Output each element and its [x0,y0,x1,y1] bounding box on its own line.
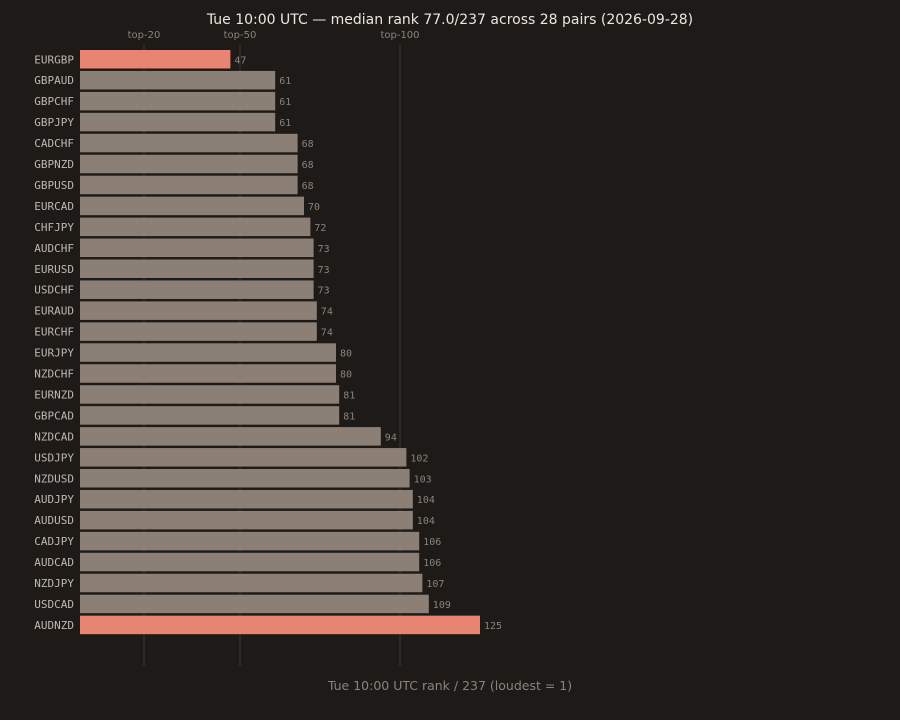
category-label-GBPNZD: GBPNZD [34,158,74,171]
value-label-USDCAD: 109 [433,600,451,611]
category-label-EURAUD: EURAUD [34,305,74,318]
bar-GBPCHF [80,91,276,111]
category-label-EURJPY: EURJPY [34,347,74,360]
value-label-CADJPY: 106 [423,537,441,548]
category-label-USDCAD: USDCAD [34,598,74,611]
value-label-USDJPY: 102 [410,453,428,464]
category-label-USDJPY: USDJPY [34,451,74,464]
bar-NZDJPY [80,573,423,593]
bar-CADCHF [80,133,298,153]
value-label-EURJPY: 80 [340,349,352,360]
category-label-GBPAUD: GBPAUD [34,74,74,87]
value-label-NZDUSD: 103 [414,474,432,485]
bar-NZDCHF [80,364,336,383]
value-label-AUDUSD: 104 [417,516,435,527]
category-label-GBPCAD: GBPCAD [34,409,74,422]
category-label-NZDJPY: NZDJPY [34,577,74,590]
bar-AUDJPY [80,489,413,509]
category-label-AUDNZD: AUDNZD [34,619,74,632]
category-label-GBPCHF: GBPCHF [34,95,74,108]
value-label-AUDNZD: 125 [484,621,502,632]
category-label-GBPUSD: GBPUSD [34,179,74,192]
bar-EURUSD [80,259,314,278]
bar-AUDUSD [80,510,413,530]
category-label-CADCHF: CADCHF [34,137,74,150]
bar-USDJPY [80,448,407,467]
bar-USDCAD [80,594,429,614]
bar-AUDNZD [80,615,480,635]
bar-EURCAD [80,196,304,216]
value-label-CADCHF: 68 [302,139,314,150]
value-label-NZDCHF: 80 [340,370,352,381]
bar-EURNZD [80,385,340,404]
bar-AUDCAD [80,552,420,572]
category-label-AUDCHF: AUDCHF [34,242,74,255]
category-label-AUDCAD: AUDCAD [34,556,74,569]
reference-label-top-50: top-50 [224,30,257,41]
category-label-AUDJPY: AUDJPY [34,493,74,506]
value-label-AUDCHF: 73 [318,244,330,255]
value-label-USDCHF: 73 [318,286,330,297]
bar-GBPAUD [80,70,276,90]
category-label-EURUSD: EURUSD [34,263,74,276]
bar-GBPJPY [80,112,276,132]
category-label-EURGBP: EURGBP [34,53,74,66]
value-label-EURAUD: 74 [321,307,333,318]
value-label-EURGBP: 47 [234,55,246,66]
category-label-EURNZD: EURNZD [34,388,74,401]
bar-USDCHF [80,280,314,299]
reference-label-top-20: top-20 [128,30,161,41]
chart-title: Tue 10:00 UTC — median rank 77.0/237 acr… [206,12,693,28]
value-label-EURUSD: 73 [318,265,330,276]
category-labels: EURGBP GBPAUD GBPCHF GBPJPY CADCHF GBPNZD GBPU… [34,53,74,632]
value-label-EURCAD: 70 [308,202,320,213]
value-label-CHFJPY: 72 [314,223,326,234]
category-label-EURCAD: EURCAD [34,200,74,213]
value-label-AUDCAD: 106 [423,558,441,569]
value-label-AUDJPY: 104 [417,495,435,506]
bar-NZDCAD [80,427,381,446]
bar-EURCHF [80,322,317,341]
value-label-EURNZD: 81 [343,390,355,401]
bar-CADJPY [80,531,420,551]
bar-EURJPY [80,343,336,362]
value-label-GBPUSD: 68 [302,181,314,192]
category-label-AUDUSD: AUDUSD [34,514,74,527]
category-label-NZDCHF: NZDCHF [34,368,74,381]
value-label-GBPCAD: 81 [343,411,355,422]
category-label-USDCHF: USDCHF [34,284,74,297]
category-label-NZDCAD: NZDCAD [34,430,74,443]
value-label-GBPAUD: 61 [279,76,291,87]
bars [80,50,480,635]
reference-label-top-100: top-100 [380,30,419,41]
bar-NZDUSD [80,469,410,488]
value-label-NZDCAD: 94 [385,432,397,443]
value-labels: 47 61 61 61 68 68 68 70 72 73 73 73 74 74 80 80 81 81 94 10… [234,55,502,632]
value-label-GBPJPY: 61 [279,118,291,129]
value-label-GBPCHF: 61 [279,97,291,108]
bar-EURGBP [80,50,231,69]
category-label-EURCHF: EURCHF [34,326,74,339]
bar-EURAUD [80,301,317,320]
category-label-GBPJPY: GBPJPY [34,116,74,129]
category-label-NZDUSD: NZDUSD [34,472,74,485]
category-label-CHFJPY: CHFJPY [34,221,74,234]
bar-GBPNZD [80,154,298,174]
bar-CHFJPY [80,217,311,237]
value-label-EURCHF: 74 [321,328,333,339]
bar-GBPUSD [80,175,298,195]
value-label-GBPNZD: 68 [302,160,314,171]
x-axis-label: Tue 10:00 UTC rank / 237 (loudest = 1) [327,678,572,693]
value-label-NZDJPY: 107 [426,579,444,590]
category-label-CADJPY: CADJPY [34,535,74,548]
bar-GBPCAD [80,406,340,425]
bar-AUDCHF [80,238,314,258]
